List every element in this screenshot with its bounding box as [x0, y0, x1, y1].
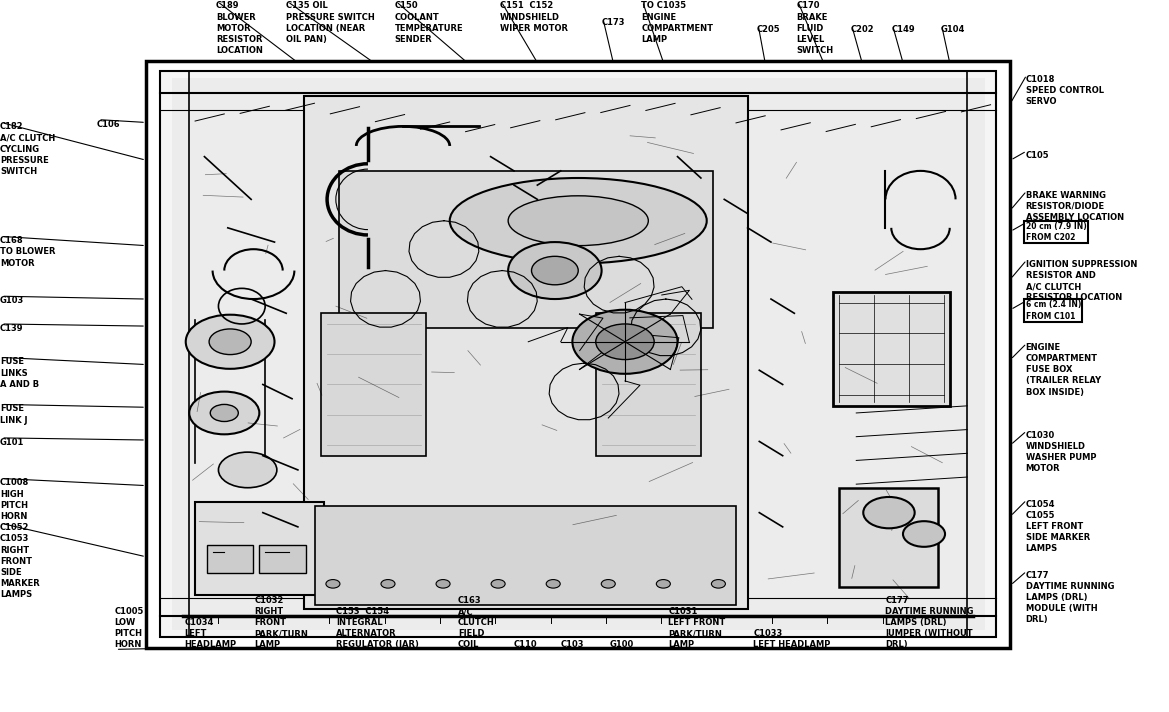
Bar: [596, 313, 701, 456]
Text: C103: C103: [561, 640, 584, 649]
Text: C182
A/C CLUTCH
CYCLING
PRESSURE
SWITCH: C182 A/C CLUTCH CYCLING PRESSURE SWITCH: [0, 122, 55, 176]
Circle shape: [219, 452, 277, 488]
Text: C173: C173: [602, 18, 625, 27]
Text: C1018
SPEED CONTROL
SERVO: C1018 SPEED CONTROL SERVO: [1025, 75, 1104, 106]
Text: C202: C202: [850, 25, 874, 34]
Text: IGNITION SUPPRESSION
RESISTOR AND
A/C CLUTCH
RESISTOR LOCATION: IGNITION SUPPRESSION RESISTOR AND A/C CL…: [1025, 260, 1137, 302]
Text: C168
TO BLOWER
MOTOR: C168 TO BLOWER MOTOR: [0, 236, 55, 268]
Text: C170
BRAKE
FLUID
LEVEL
SWITCH: C170 BRAKE FLUID LEVEL SWITCH: [797, 1, 833, 55]
Circle shape: [596, 324, 655, 360]
Text: C163
A/C
CLUTCH
FIELD
COIL: C163 A/C CLUTCH FIELD COIL: [458, 596, 494, 649]
Text: C1052
C1053
RIGHT
FRONT
SIDE
MARKER
LAMPS: C1052 C1053 RIGHT FRONT SIDE MARKER LAMP…: [0, 523, 40, 599]
Circle shape: [546, 580, 560, 588]
Circle shape: [656, 580, 670, 588]
Text: C1008
HIGH
PITCH
HORN: C1008 HIGH PITCH HORN: [0, 478, 29, 520]
Text: FUSE
LINK J: FUSE LINK J: [0, 404, 28, 424]
Text: C1030
WINDSHIELD
WASHER PUMP
MOTOR: C1030 WINDSHIELD WASHER PUMP MOTOR: [1025, 431, 1097, 473]
Bar: [304, 96, 748, 609]
Ellipse shape: [450, 178, 707, 263]
Text: C106: C106: [97, 120, 120, 129]
Circle shape: [509, 242, 602, 299]
Text: 6 cm (2.4 IN)
FROM C101: 6 cm (2.4 IN) FROM C101: [1025, 300, 1081, 320]
Text: FUSE
LINKS
A AND B: FUSE LINKS A AND B: [0, 357, 39, 389]
Circle shape: [209, 329, 251, 355]
Text: C189
BLOWER
MOTOR
RESISTOR
LOCATION: C189 BLOWER MOTOR RESISTOR LOCATION: [216, 1, 263, 55]
Text: G101: G101: [0, 438, 25, 447]
Circle shape: [210, 404, 238, 422]
Text: BRAKE WARNING
RESISTOR/DIODE
ASSEMBLY LOCATION: BRAKE WARNING RESISTOR/DIODE ASSEMBLY LO…: [1025, 191, 1123, 222]
Circle shape: [326, 580, 340, 588]
Circle shape: [381, 580, 395, 588]
Circle shape: [712, 580, 726, 588]
Text: C1032
RIGHT
FRONT
PARK/TURN
LAMP: C1032 RIGHT FRONT PARK/TURN LAMP: [255, 596, 309, 649]
Text: G100: G100: [610, 640, 634, 649]
Text: C177
DAYTIME RUNNING
LAMPS (DRL)
JUMPER (WITHOUT
DRL): C177 DAYTIME RUNNING LAMPS (DRL) JUMPER …: [885, 596, 974, 649]
Circle shape: [902, 521, 945, 547]
Bar: [316, 506, 736, 605]
Bar: [838, 488, 938, 587]
Circle shape: [436, 580, 450, 588]
Circle shape: [491, 580, 505, 588]
Text: C150
COOLANT
TEMPERATURE
SENDER: C150 COOLANT TEMPERATURE SENDER: [395, 1, 463, 43]
Text: TO C1035
ENGINE
COMPARTMENT
LAMP: TO C1035 ENGINE COMPARTMENT LAMP: [642, 1, 713, 43]
Text: C153  C154
INTEGRAL
ALTERNATOR
REGULATOR (IAR): C153 C154 INTEGRAL ALTERNATOR REGULATOR …: [337, 607, 420, 649]
Text: G104: G104: [940, 25, 964, 34]
Text: C1034
LEFT
HEADLAMP: C1034 LEFT HEADLAMP: [185, 618, 236, 649]
Circle shape: [573, 310, 678, 374]
Bar: [146, 61, 1010, 648]
Text: C1005
LOW
PITCH
HORN: C1005 LOW PITCH HORN: [115, 607, 144, 649]
Bar: [832, 292, 949, 406]
Text: C135 OIL
PRESSURE SWITCH
LOCATION (NEAR
OIL PAN): C135 OIL PRESSURE SWITCH LOCATION (NEAR …: [286, 1, 375, 43]
Text: 20 cm (7.9 IN)
FROM C202: 20 cm (7.9 IN) FROM C202: [1025, 222, 1086, 242]
Text: C139: C139: [0, 324, 23, 333]
Bar: [339, 171, 713, 328]
Ellipse shape: [509, 196, 649, 246]
Text: C1031
LEFT FRONT
PARK/TURN
LAMP: C1031 LEFT FRONT PARK/TURN LAMP: [669, 607, 726, 649]
Bar: [160, 71, 996, 637]
Bar: [195, 502, 324, 595]
Text: G103: G103: [0, 296, 25, 305]
Text: C149: C149: [891, 25, 915, 34]
Text: C1033
LEFT HEADLAMP: C1033 LEFT HEADLAMP: [754, 629, 831, 649]
Text: C177
DAYTIME RUNNING
LAMPS (DRL)
MODULE (WITH
DRL): C177 DAYTIME RUNNING LAMPS (DRL) MODULE …: [1025, 571, 1114, 624]
Circle shape: [601, 580, 615, 588]
Text: C1054
C1055
LEFT FRONT
SIDE MARKER
LAMPS: C1054 C1055 LEFT FRONT SIDE MARKER LAMPS: [1025, 500, 1090, 553]
Circle shape: [189, 392, 260, 434]
Bar: [260, 545, 306, 573]
Text: C151  C152
WINDSHIELD
WIPER MOTOR: C151 C152 WINDSHIELD WIPER MOTOR: [500, 1, 568, 33]
Text: C110: C110: [514, 640, 538, 649]
Text: C105: C105: [1025, 151, 1050, 160]
Circle shape: [863, 497, 914, 528]
Text: ENGINE
COMPARTMENT
FUSE BOX
(TRAILER RELAY
BOX INSIDE): ENGINE COMPARTMENT FUSE BOX (TRAILER REL…: [1025, 343, 1101, 397]
Circle shape: [532, 256, 579, 285]
Text: C205: C205: [758, 25, 781, 34]
Circle shape: [186, 315, 275, 369]
Bar: [321, 313, 427, 456]
Bar: [207, 545, 254, 573]
Bar: [172, 78, 984, 630]
